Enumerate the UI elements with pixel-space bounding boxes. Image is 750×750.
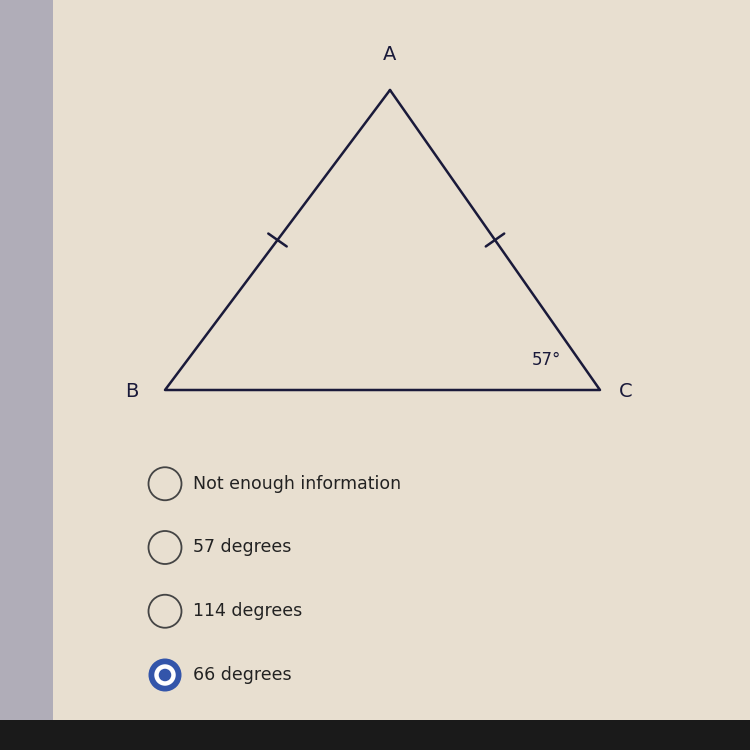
Circle shape [154, 664, 176, 686]
Text: 66 degrees: 66 degrees [193, 666, 292, 684]
Text: Not enough information: Not enough information [193, 475, 401, 493]
Circle shape [159, 669, 171, 681]
Text: 114 degrees: 114 degrees [193, 602, 302, 620]
Text: A: A [383, 45, 397, 64]
Text: C: C [619, 382, 632, 401]
Text: B: B [125, 382, 139, 401]
Text: 57 degrees: 57 degrees [193, 538, 292, 556]
Text: 57°: 57° [532, 351, 561, 369]
Bar [0, 720, 750, 750]
Circle shape [148, 658, 182, 692]
Bar [0, 0, 53, 750]
